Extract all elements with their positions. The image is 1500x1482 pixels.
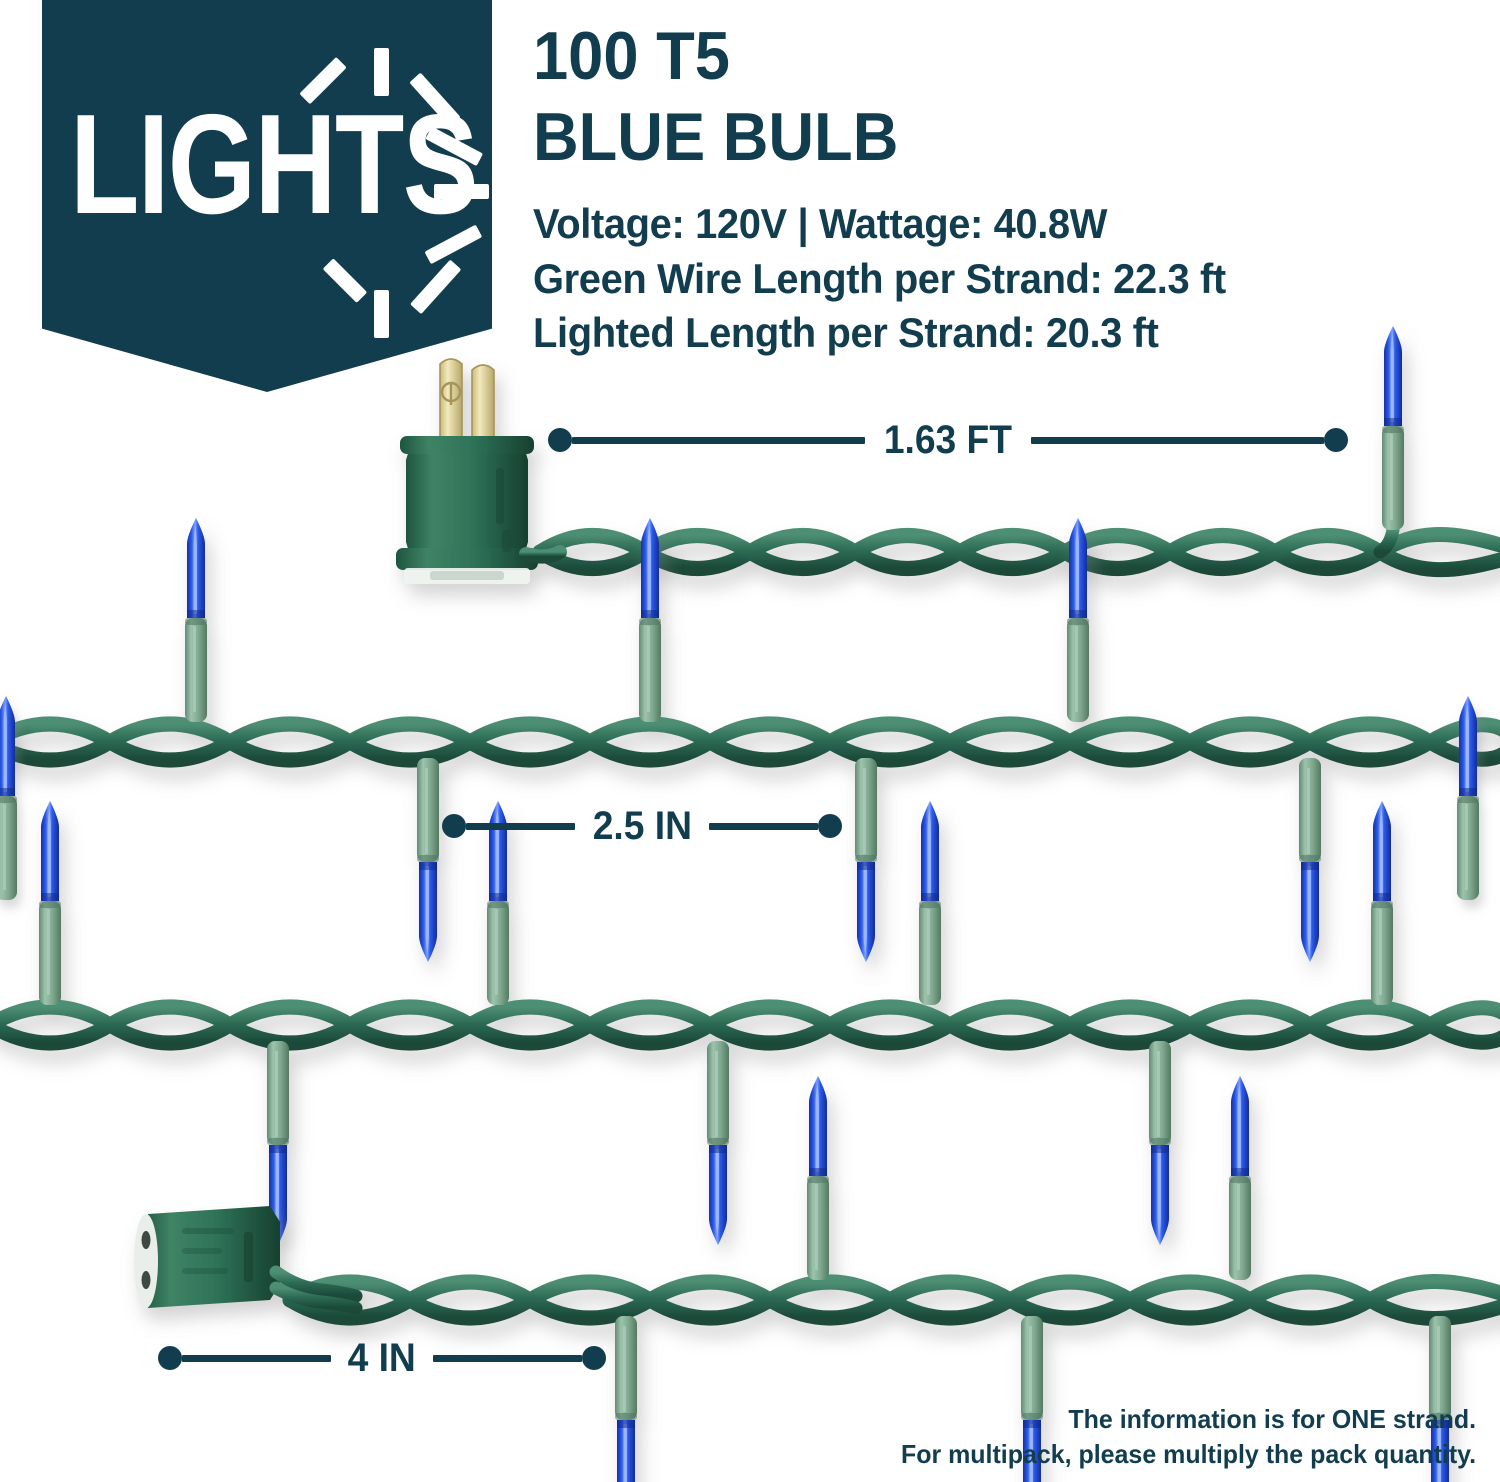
dimension-endpoint-left	[158, 1346, 182, 1370]
dimension-line-right	[432, 1354, 583, 1362]
dimension-lead-length: 1.63 FT	[548, 420, 1348, 460]
spec-voltage-wattage: Voltage: 120V | Wattage: 40.8W	[533, 200, 1108, 247]
footnote: The information is for ONE strand. For m…	[901, 1402, 1476, 1472]
product-title-line2: BLUE BULB	[533, 99, 899, 175]
dimension-endpoint-right	[582, 1346, 607, 1370]
dimension-line-right	[709, 822, 818, 830]
brand-badge: LIGHTS	[42, 0, 492, 392]
dimension-line-right	[1030, 436, 1324, 444]
dimension-endpoint-right	[818, 814, 842, 838]
spec-lighted-length: Lighted Length per Strand: 20.3 ft	[533, 309, 1159, 357]
dimension-line-left	[572, 436, 866, 444]
spec-wire-length: Green Wire Length per Strand: 22.3 ft	[533, 254, 1226, 302]
dimension-endpoint-left	[442, 814, 466, 838]
header-block: 100 T5 BLUE BULB Voltage: 120V | Wattage…	[533, 8, 1463, 361]
dimension-label-tail-length: 4 IN	[347, 1336, 417, 1380]
dimension-label-lead-length: 1.63 FT	[883, 418, 1013, 462]
dimension-label-bulb-spacing: 2.5 IN	[592, 804, 692, 848]
footnote-line2: For multipack, please multiply the pack …	[900, 1438, 1476, 1469]
brand-wordmark: LIGHTS	[70, 85, 479, 244]
dimension-endpoint-right	[1324, 428, 1348, 452]
product-title-line1: 100 T5	[533, 18, 730, 94]
starburst-icon	[300, 48, 489, 338]
dimension-line-left	[466, 822, 575, 830]
dimension-tail-length: 4 IN	[158, 1336, 607, 1380]
footnote-line1: The information is for ONE strand.	[1068, 1403, 1476, 1434]
dimension-line-left	[182, 1354, 332, 1362]
dimension-bulb-spacing: 2.5 IN	[442, 806, 842, 846]
dimension-endpoint-left	[548, 428, 572, 452]
